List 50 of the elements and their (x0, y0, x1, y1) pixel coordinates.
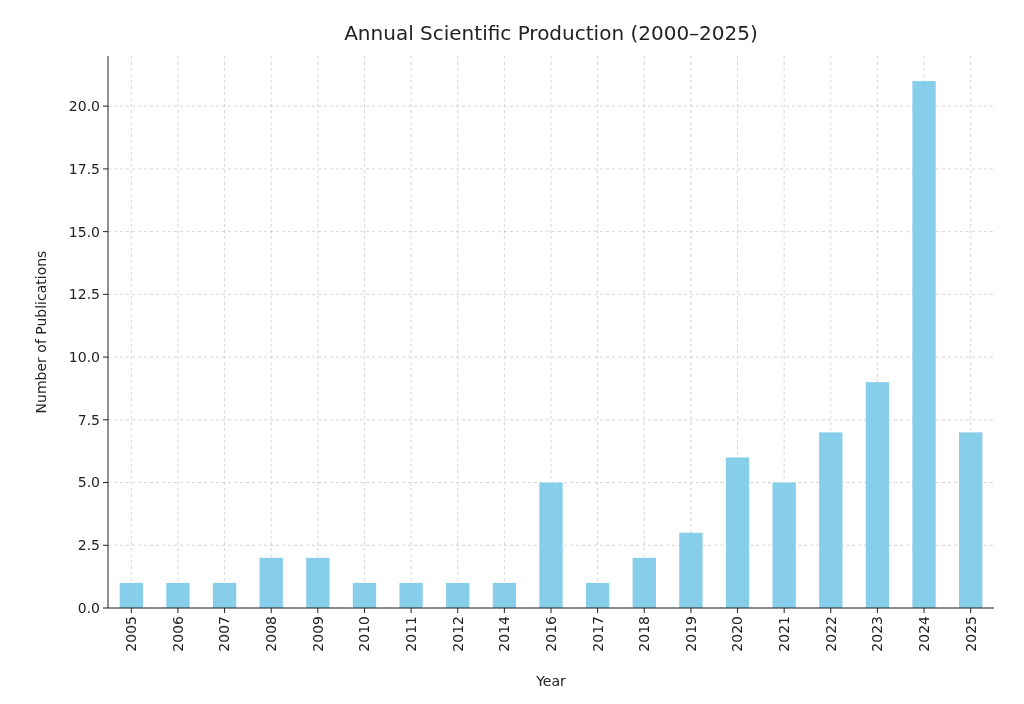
bar (912, 81, 936, 608)
x-tick-label: 2006 (169, 615, 186, 652)
x-tick-label: 2012 (449, 616, 466, 652)
bar (259, 557, 283, 608)
y-tick-label: 20.0 (68, 98, 100, 115)
x-tick-label: 2008 (263, 616, 280, 652)
bar (166, 582, 190, 608)
bar (865, 382, 890, 608)
bar (819, 432, 843, 608)
bar (306, 557, 330, 608)
x-tick-label: 2005 (123, 616, 140, 652)
x-tick-label: 2010 (356, 616, 373, 652)
bar (632, 557, 656, 608)
x-tick-label: 2020 (729, 616, 746, 652)
bar (585, 582, 610, 608)
x-tick-label: 2023 (869, 616, 886, 652)
y-tick-label: 12.5 (68, 286, 100, 303)
y-tick-label: 17.5 (68, 160, 100, 177)
x-tick-label: 2016 (542, 615, 559, 652)
x-tick-label: 2025 (962, 616, 979, 652)
y-tick-label: 5.0 (77, 474, 100, 491)
x-tick-label: 2019 (682, 616, 699, 652)
bar (725, 457, 750, 608)
y-tick-label: 10.0 (68, 348, 100, 365)
bar (492, 582, 517, 608)
bar (212, 582, 237, 608)
bar (119, 582, 143, 608)
x-tick-label: 2011 (403, 616, 420, 652)
bar (539, 482, 563, 608)
bar (959, 432, 983, 608)
y-tick-label: 2.5 (77, 537, 100, 554)
x-tick-label: 2014 (496, 615, 513, 652)
y-tick-label: 0.0 (77, 599, 100, 616)
bar (772, 482, 796, 608)
bar (399, 582, 423, 608)
bar (446, 582, 470, 608)
y-axis-title: Number of Publications (33, 250, 49, 414)
x-axis-title: Year (535, 673, 567, 689)
x-tick-label: 2007 (216, 616, 233, 652)
y-tick-label: 7.5 (77, 411, 100, 428)
y-tick-label: 15.0 (68, 223, 100, 240)
x-tick-label: 2021 (776, 616, 793, 652)
x-tick-label: 2018 (636, 616, 653, 652)
bar (352, 582, 377, 608)
x-tick-label: 2009 (309, 616, 326, 652)
x-tick-label: 2017 (589, 616, 606, 652)
x-tick-label: 2024 (915, 615, 932, 652)
bar (679, 532, 703, 608)
x-tick-label: 2022 (822, 616, 839, 652)
chart-title: Annual Scientific Production (2000–2025) (344, 21, 758, 45)
